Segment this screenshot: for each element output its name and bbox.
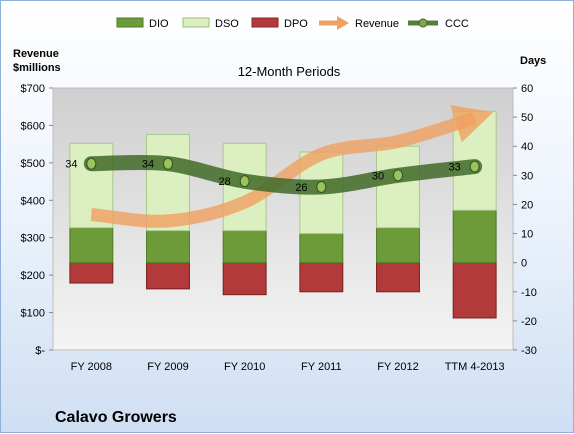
right-tick-label: 10 [521, 229, 533, 241]
left-tick-label: $700 [21, 83, 45, 95]
legend-swatch-ccc [408, 18, 438, 28]
left-axis-ticks: $- $100 $200 $300 $400 $500 $600 $700 [21, 83, 53, 357]
left-tick-label: $200 [21, 270, 45, 282]
left-tick-label: $500 [21, 158, 45, 170]
left-tick-label: $600 [21, 120, 45, 132]
dpo-bar [222, 262, 267, 296]
dpo-bar [69, 262, 114, 284]
dio-bar [452, 209, 497, 264]
x-tick-label: FY 2008 [71, 361, 112, 373]
ccc-point [86, 157, 97, 170]
right-tick-label: -30 [521, 345, 537, 357]
ccc-point [163, 157, 173, 170]
legend-swatch-dio [116, 17, 144, 28]
ccc-point [469, 160, 480, 173]
left-axis-label-line1: Revenue [13, 48, 59, 60]
right-tick-label: 40 [521, 141, 533, 153]
left-tick-label: $- [35, 345, 45, 357]
right-tick-label: 20 [521, 199, 533, 211]
legend-label-dio: DIO [149, 18, 169, 30]
right-tick-label: -20 [521, 316, 537, 328]
revenue-series [90, 105, 494, 228]
revenue-line [90, 105, 494, 228]
x-tick-label: FY 2012 [377, 361, 418, 373]
legend-label-revenue: Revenue [355, 18, 399, 30]
legend-label-dso: DSO [215, 18, 239, 30]
ccc-point [239, 175, 250, 188]
dio-bar [222, 230, 267, 264]
left-axis-label-line2: $millions [13, 62, 61, 74]
dio-bar [299, 233, 344, 264]
x-tick-label: FY 2009 [147, 361, 188, 373]
left-tick-label: $400 [21, 195, 45, 207]
dpo-bar [452, 262, 497, 319]
right-tick-label: 0 [521, 258, 527, 270]
dso-bar [376, 145, 420, 229]
dpo-bar [299, 262, 344, 293]
right-tick-label: -10 [521, 287, 537, 299]
ccc-data-label: 30 [372, 170, 384, 182]
legend-swatch-revenue [319, 16, 349, 30]
legend-swatch-dso [182, 17, 210, 28]
x-axis-labels: FY 2008 FY 2009 FY 2010 FY 2011 FY 2012 TTM 4… [71, 361, 505, 373]
dpo-bar [376, 262, 420, 293]
chart-title: 12-Month Periods [238, 64, 341, 79]
right-axis-ticks: -30 -20 -10 0 10 20 30 40 50 60 [513, 83, 537, 357]
ccc-point [316, 180, 327, 193]
dpo-bar [146, 262, 190, 290]
ccc-series: 34 34 28 26 30 33 [65, 154, 483, 195]
left-tick-label: $100 [21, 308, 45, 320]
dio-bar [146, 230, 190, 264]
ccc-data-label: 28 [219, 176, 231, 188]
left-tick-label: $300 [21, 233, 45, 245]
x-tick-label: FY 2010 [224, 361, 265, 373]
company-name: Calavo Growers [55, 409, 177, 426]
ccc-line [83, 154, 483, 195]
right-tick-label: 60 [521, 83, 533, 95]
dio-bar [376, 227, 420, 264]
ccc-data-label: 34 [65, 159, 77, 171]
ccc-data-label: 26 [295, 182, 307, 194]
right-tick-label: 30 [521, 170, 533, 182]
legend: DIO DSO DPO Revenue CCC [116, 16, 469, 30]
x-tick-label: FY 2011 [301, 361, 342, 373]
ccc-data-label: 33 [449, 162, 461, 174]
ccc-point [393, 169, 403, 182]
x-tick-label: TTM 4-2013 [445, 361, 505, 373]
right-axis-label: Days [520, 55, 546, 67]
right-tick-label: 50 [521, 112, 533, 124]
legend-label-ccc: CCC [445, 18, 469, 30]
dio-bar [69, 227, 114, 264]
legend-label-dpo: DPO [284, 18, 308, 30]
legend-swatch-dpo [251, 17, 279, 28]
ccc-data-label: 34 [142, 159, 154, 171]
